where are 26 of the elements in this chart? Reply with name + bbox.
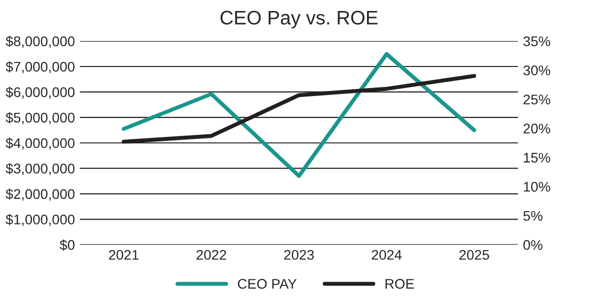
y2-tick-label: 5% (523, 211, 542, 221)
y-tick-label: $8,000,000 (6, 36, 75, 48)
y-tick-label: $0 (60, 239, 75, 251)
chart-title: CEO Pay vs. ROE (220, 10, 378, 28)
y2-tick-label: 15% (524, 152, 550, 163)
legend-label: CEO PAY (238, 278, 297, 289)
x-tick-label: 2021 (108, 250, 138, 260)
x-tick-label: 2023 (284, 250, 314, 260)
y-tick-label: $4,000,000 (6, 138, 75, 150)
y2-tick-label: 0% (523, 240, 542, 250)
y-tick-label: $6,000,000 (6, 86, 75, 99)
y2-tick-label: 35% (523, 36, 550, 46)
line-series (122, 52, 476, 178)
y-tick-label: $2,000,000 (6, 188, 75, 201)
legend-label: ROE (386, 278, 414, 289)
x-tick-label: 2024 (372, 250, 402, 260)
y-tick-label: $3,000,000 (6, 163, 75, 176)
y-tick-label: $7,000,000 (6, 61, 75, 74)
x-tick-label: 2022 (196, 250, 226, 260)
y-tick-label: $1,000,000 (6, 214, 75, 226)
y2-tick-label: 30% (523, 65, 550, 76)
y2-tick-label: 25% (524, 94, 550, 104)
y-tick-label: $5,000,000 (6, 112, 75, 124)
x-tick-label: 2025 (459, 250, 490, 260)
y2-tick-label: 20% (524, 124, 550, 134)
y2-tick-label: 10% (524, 182, 550, 192)
